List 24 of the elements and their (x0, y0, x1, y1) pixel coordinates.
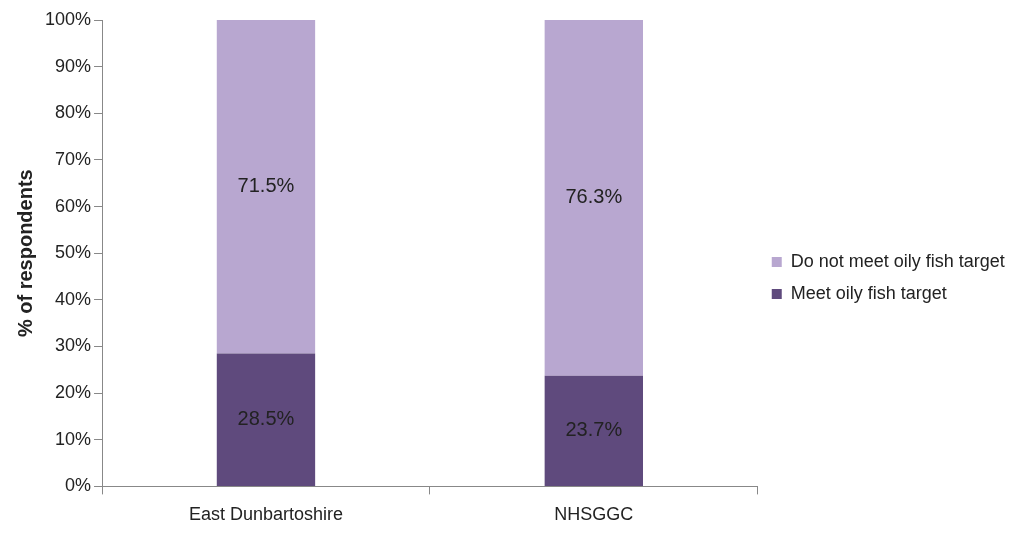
bar (216, 20, 316, 354)
y-tick-label: 70% (55, 148, 92, 169)
x-tick-label: NHSGGC (554, 504, 634, 525)
text: 23.7% (565, 418, 623, 441)
bar (544, 375, 643, 486)
y-tick-label: 90% (55, 55, 92, 76)
y-tick-label: 20% (55, 382, 92, 403)
y-tick-label: 100% (44, 8, 92, 29)
bar (216, 353, 316, 486)
y-tick-label: 80% (55, 102, 92, 123)
text: 28.5% (237, 407, 295, 430)
legend-label: Meet oily fish target (790, 282, 947, 303)
y-tick-label: 30% (55, 335, 92, 356)
y-tick-label: 40% (55, 288, 92, 309)
text: 76.3% (565, 185, 623, 208)
y-tick-label: 0% (65, 475, 92, 496)
legend-label: Do not meet oily fish target (790, 250, 1005, 271)
y-axis-title: % of respondents (13, 169, 36, 338)
y-tick-label: 10% (55, 428, 92, 449)
bar (544, 20, 643, 376)
y-tick-label: 50% (55, 242, 92, 263)
text: 71.5% (237, 174, 295, 197)
x-tick-label: East Dunbartoshire (188, 504, 344, 525)
y-tick-label: 60% (55, 195, 92, 216)
